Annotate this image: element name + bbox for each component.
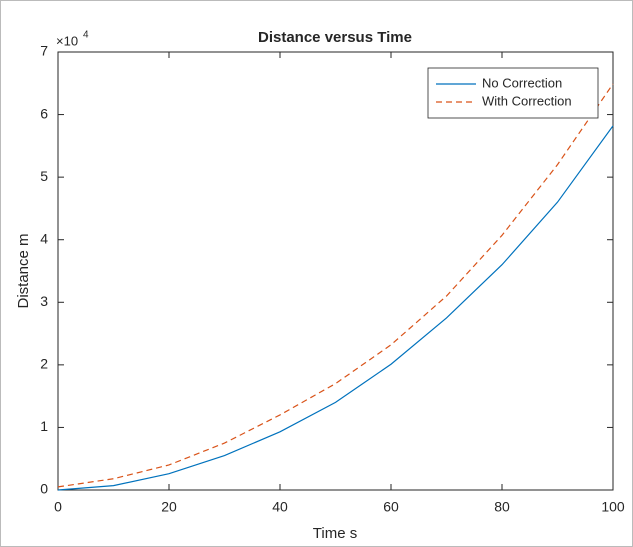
legend-label: With Correction: [482, 93, 572, 108]
y-tick-label: 6: [40, 105, 48, 121]
y-tick-label: 2: [40, 356, 48, 372]
y-multiplier: ×10: [56, 33, 78, 48]
y-tick-label: 1: [40, 418, 48, 434]
x-tick-label: 20: [161, 499, 177, 515]
x-tick-label: 100: [601, 499, 625, 515]
x-tick-label: 40: [272, 499, 288, 515]
y-tick-label: 0: [40, 481, 48, 497]
legend-box: [427, 67, 599, 119]
chart-title: Distance versus Time: [258, 29, 412, 46]
x-tick-label: 80: [494, 499, 510, 515]
x-tick-label: 60: [383, 499, 399, 515]
series-line: [57, 83, 614, 488]
y-tick-label: 3: [40, 293, 48, 309]
x-axis-label: Time s: [313, 525, 357, 542]
series-line: [57, 125, 614, 491]
x-tick-label: 0: [54, 499, 62, 515]
y-tick-label: 5: [40, 168, 48, 184]
legend-label: No Correction: [482, 75, 562, 90]
y-multiplier-exponent: 4: [83, 30, 89, 41]
y-tick-label: 4: [40, 230, 48, 246]
y-axis-label: Distance m: [15, 233, 32, 308]
plot-area: [57, 51, 614, 491]
y-tick-label: 7: [40, 43, 48, 59]
